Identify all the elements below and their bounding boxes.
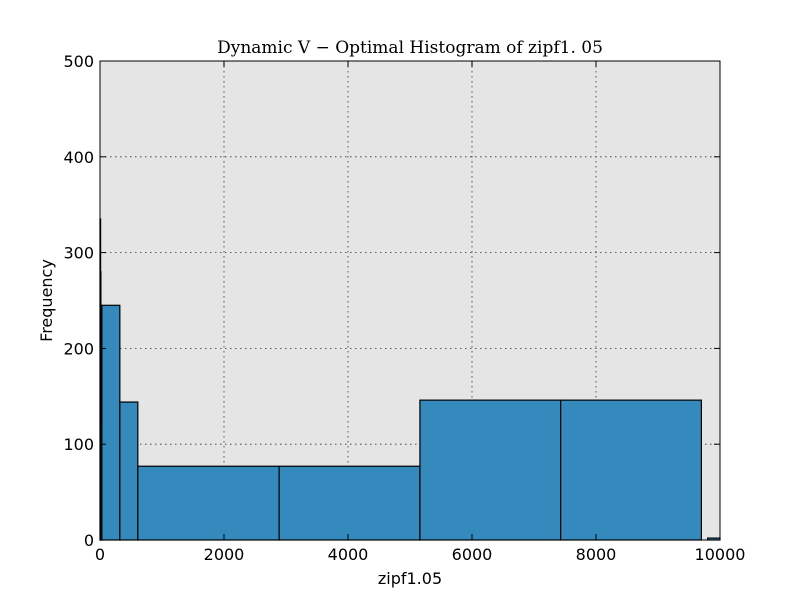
x-axis-label: zipf1.05 [378, 569, 442, 588]
x-tick-label: 2000 [204, 545, 245, 564]
y-tick-label: 0 [84, 531, 94, 550]
histogram-bar [101, 304, 121, 541]
histogram-bar [560, 399, 702, 541]
x-tick-label: 10000 [695, 545, 746, 564]
x-tick-label: 8000 [576, 545, 617, 564]
bars [99, 218, 721, 541]
y-tick-label: 300 [63, 244, 94, 263]
x-tick-label: 0 [95, 545, 105, 564]
histogram-bar [137, 465, 280, 541]
histogram-bar [278, 465, 421, 541]
histogram-bar [419, 399, 562, 541]
y-tick-label: 100 [63, 435, 94, 454]
histogram-bar [119, 401, 139, 541]
chart-title: Dynamic V − Optimal Histogram of zipf1. … [217, 38, 603, 58]
plot-frame [99, 60, 721, 541]
y-axis-ticks: 0 100 200 300 400 500 [63, 52, 720, 550]
y-tick-label: 200 [63, 339, 94, 358]
y-tick-label: 500 [63, 52, 94, 71]
y-tick-label: 400 [63, 148, 94, 167]
x-tick-label: 6000 [452, 545, 493, 564]
x-tick-label: 4000 [328, 545, 369, 564]
y-axis-label: Frequency [37, 259, 56, 342]
x-axis-ticks: 0 2000 4000 6000 8000 10000 [95, 61, 746, 564]
